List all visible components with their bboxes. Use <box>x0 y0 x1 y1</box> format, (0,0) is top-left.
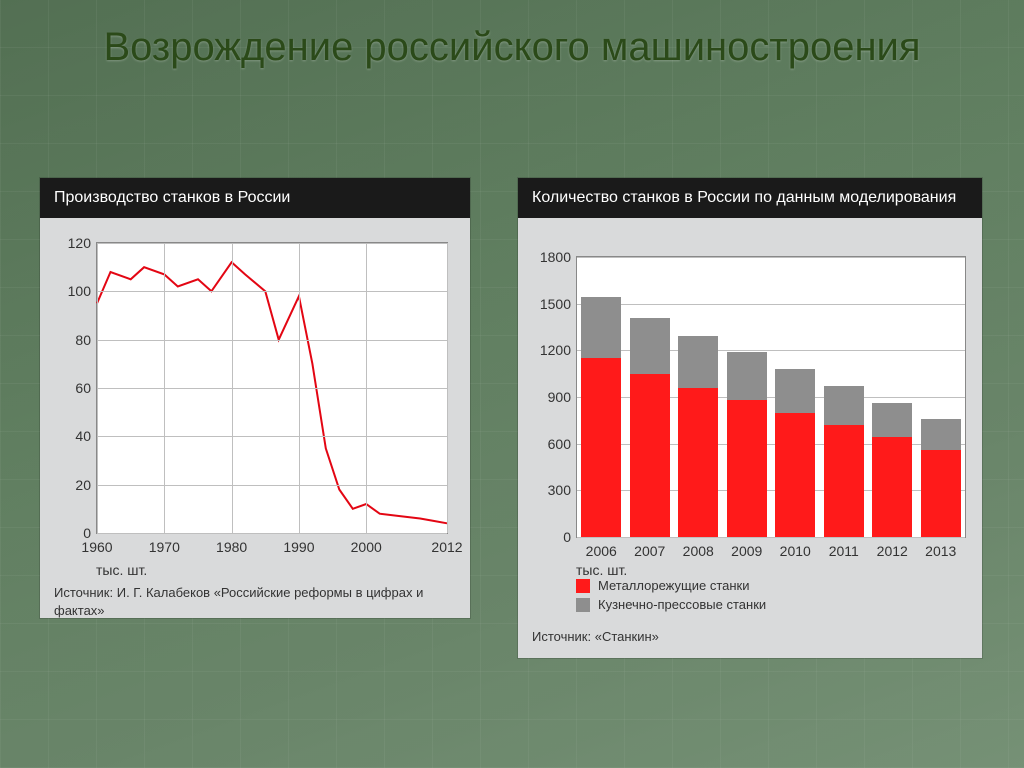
bar-chart-title: Количество станков в России по данным мо… <box>518 178 982 218</box>
line-chart-x-unit: тыс. шт. <box>96 562 147 578</box>
ytick-label: 1200 <box>540 342 571 358</box>
bar-segment <box>727 400 767 537</box>
bar-segment <box>678 388 718 537</box>
legend-item: Кузнечно-прессовые станки <box>576 597 766 612</box>
ytick-label: 100 <box>68 283 91 299</box>
bar-chart-legend: Металлорежущие станки Кузнечно-прессовые … <box>576 578 766 616</box>
xtick-label: 1990 <box>283 539 314 555</box>
xtick-label: 2009 <box>731 543 762 559</box>
ytick-label: 900 <box>548 389 571 405</box>
bar-segment <box>775 413 815 537</box>
line-chart-source: Источник: И. Г. Калабеков «Российские ре… <box>54 584 456 619</box>
bar-segment <box>727 352 767 400</box>
legend-label: Металлорежущие станки <box>598 578 749 593</box>
bar-chart-source: Источник: «Станкин» <box>532 628 659 646</box>
xtick-label: 2008 <box>683 543 714 559</box>
bar-segment <box>872 403 912 437</box>
legend-swatch <box>576 598 590 612</box>
xtick-label: 2012 <box>431 539 462 555</box>
panel-bar-chart: Количество станков в России по данным мо… <box>518 178 982 658</box>
bar-chart-plot: 0300600900120015001800200620072008200920… <box>576 256 966 538</box>
ytick-label: 20 <box>75 477 91 493</box>
bar-segment <box>630 318 670 374</box>
legend-swatch <box>576 579 590 593</box>
line-chart-title: Производство станков в России <box>40 178 470 218</box>
bar-segment <box>581 358 621 537</box>
xtick-label: 2011 <box>829 543 859 559</box>
bar-segment <box>678 336 718 387</box>
bar-segment <box>921 419 961 450</box>
bar-segment <box>824 425 864 537</box>
ytick-label: 1500 <box>540 296 571 312</box>
panel-line-chart: Производство станков в России 0204060801… <box>40 178 470 618</box>
bar-segment <box>630 374 670 537</box>
line-chart-plot: 020406080100120196019701980199020002012 <box>96 242 448 534</box>
legend-item: Металлорежущие станки <box>576 578 766 593</box>
bar-segment <box>581 297 621 358</box>
xtick-label: 2010 <box>780 543 811 559</box>
xtick-label: 2000 <box>351 539 382 555</box>
xtick-label: 1970 <box>149 539 180 555</box>
slide-title: Возрождение российского машиностроения <box>0 22 1024 72</box>
ytick-label: 0 <box>563 529 571 545</box>
bar-segment <box>872 437 912 537</box>
ytick-label: 300 <box>548 482 571 498</box>
xtick-label: 2012 <box>877 543 908 559</box>
xtick-label: 1960 <box>81 539 112 555</box>
bar-segment <box>921 450 961 537</box>
xtick-label: 2013 <box>925 543 956 559</box>
ytick-label: 80 <box>75 332 91 348</box>
legend-label: Кузнечно-прессовые станки <box>598 597 766 612</box>
bar-segment <box>824 386 864 425</box>
ytick-label: 1800 <box>540 249 571 265</box>
xtick-label: 2006 <box>586 543 617 559</box>
ytick-label: 600 <box>548 436 571 452</box>
bar-segment <box>775 369 815 413</box>
xtick-label: 2007 <box>634 543 665 559</box>
xtick-label: 1980 <box>216 539 247 555</box>
bar-chart-x-unit: тыс. шт. <box>576 562 627 578</box>
ytick-label: 120 <box>68 235 91 251</box>
ytick-label: 40 <box>75 428 91 444</box>
ytick-label: 60 <box>75 380 91 396</box>
